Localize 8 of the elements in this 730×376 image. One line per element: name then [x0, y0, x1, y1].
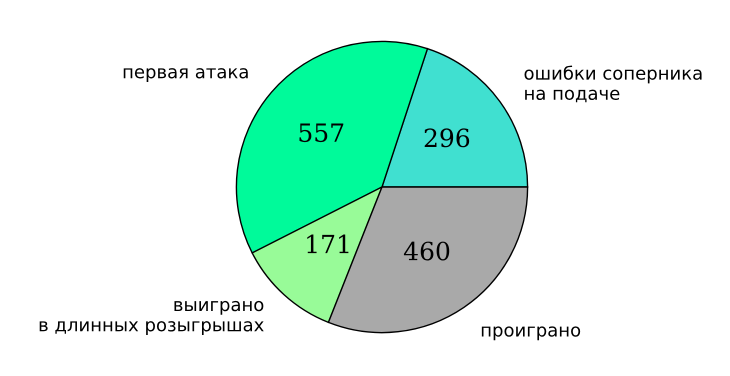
slice-label: проиграно — [482, 326, 580, 340]
data-label: 557 — [299, 124, 344, 142]
slice-label: первая атака — [124, 68, 248, 82]
data-label: 171 — [307, 234, 348, 254]
slice-label: ошибки соперника на подаче — [524, 66, 702, 102]
data-label: 460 — [404, 242, 450, 260]
data-label: 296 — [424, 128, 470, 148]
slice-label: выиграно в длинных розыгрышах — [40, 300, 264, 336]
